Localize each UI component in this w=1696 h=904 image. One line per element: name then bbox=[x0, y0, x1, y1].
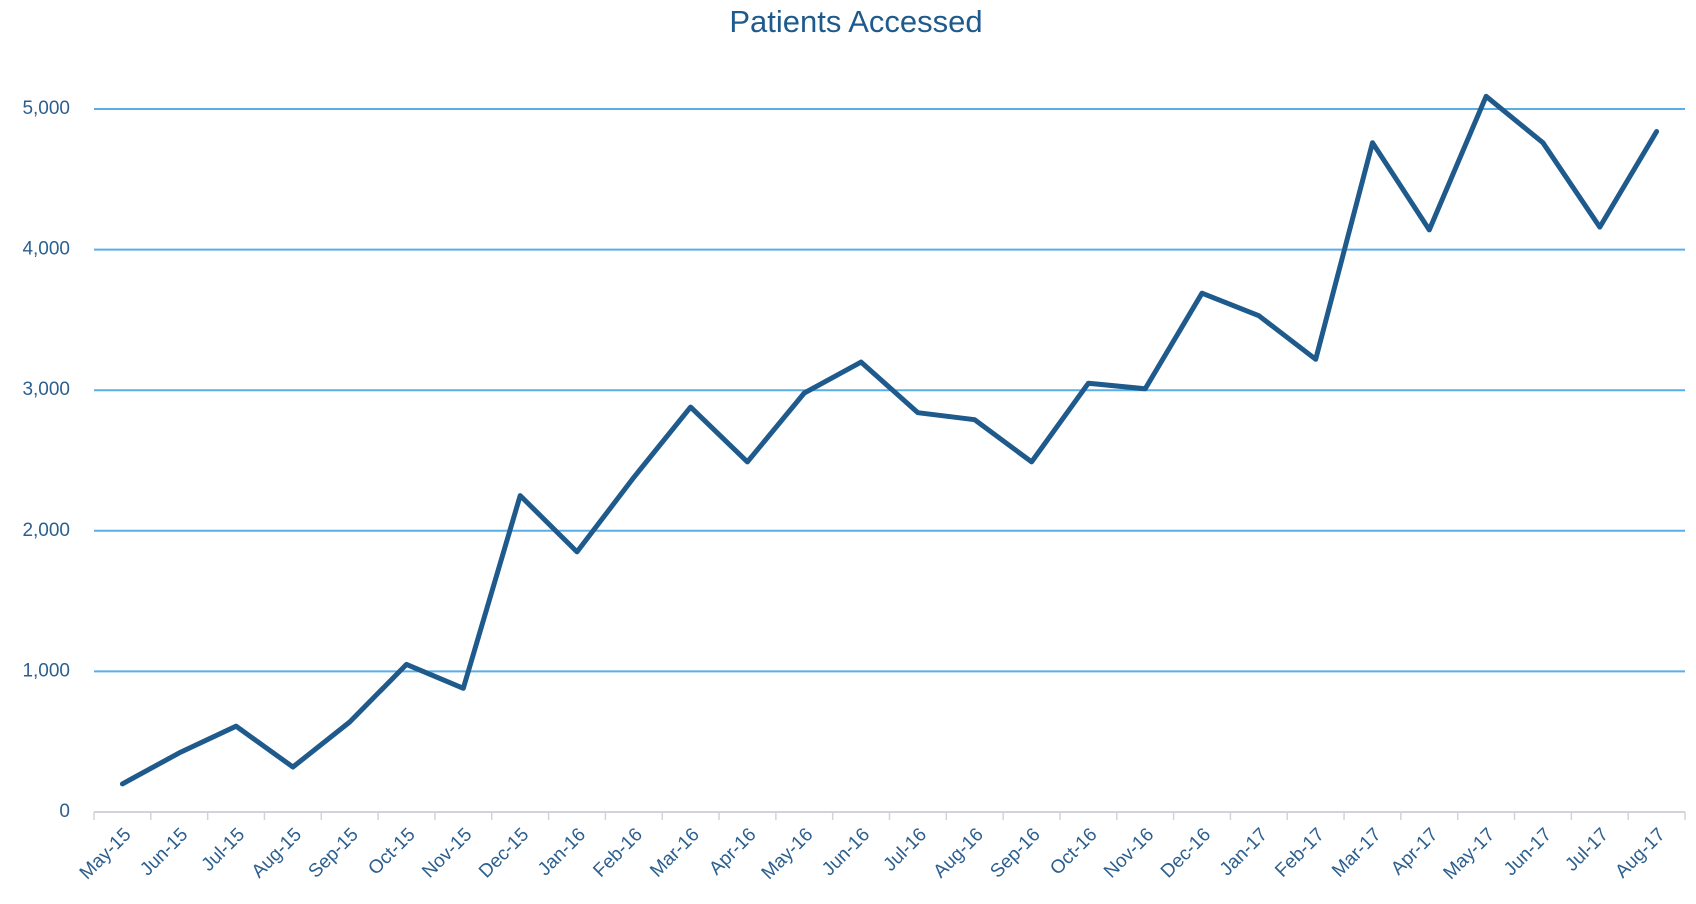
x-tick-label: Jan-16 bbox=[534, 824, 590, 880]
x-tick-label: Feb-16 bbox=[589, 824, 646, 881]
chart-title: Patients Accessed bbox=[729, 4, 982, 39]
x-tick-label: Apr-17 bbox=[1387, 824, 1442, 879]
line-series bbox=[119, 93, 1660, 787]
x-tick-label: Feb-17 bbox=[1271, 824, 1328, 881]
y-tick-label: 2,000 bbox=[22, 520, 70, 541]
y-tick-label: 4,000 bbox=[22, 239, 70, 260]
x-tick-label: Jun-16 bbox=[818, 824, 874, 880]
x-tick-label: Mar-17 bbox=[1328, 824, 1385, 881]
x-tick-label: Aug-16 bbox=[930, 824, 988, 882]
x-tick-label: Jul-17 bbox=[1561, 824, 1612, 875]
x-tick-label: Dec-16 bbox=[1157, 824, 1215, 882]
x-tick-label: May-15 bbox=[76, 824, 136, 884]
x-tick-label: May-16 bbox=[758, 824, 818, 884]
x-tick-label: Jun-15 bbox=[136, 824, 192, 880]
x-tick-label: May-17 bbox=[1440, 824, 1500, 884]
y-tick-label: 0 bbox=[59, 801, 70, 822]
y-tick-label: 3,000 bbox=[22, 379, 70, 400]
x-tick-label: Jan-17 bbox=[1216, 824, 1272, 880]
x-tick-label: Aug-17 bbox=[1611, 824, 1669, 882]
x-tick-label: Sep-15 bbox=[305, 824, 363, 882]
x-tick-label: Apr-16 bbox=[705, 824, 760, 879]
x-tick-label: Aug-15 bbox=[248, 824, 306, 882]
y-tick-label: 5,000 bbox=[22, 98, 70, 119]
y-tick-label: 1,000 bbox=[22, 660, 70, 681]
x-tick-label: Nov-16 bbox=[1100, 824, 1158, 882]
x-tick-label: Oct-16 bbox=[1046, 824, 1101, 879]
x-tick-label: Jul-16 bbox=[880, 824, 931, 875]
x-tick-label: Jun-17 bbox=[1500, 824, 1556, 880]
x-tick-label: Jul-15 bbox=[198, 824, 249, 875]
x-tick-label: Sep-16 bbox=[986, 824, 1044, 882]
x-tick-label: Dec-15 bbox=[475, 824, 533, 882]
x-tick-label: Oct-15 bbox=[364, 824, 419, 879]
x-tick-label: Mar-16 bbox=[646, 824, 703, 881]
x-tick-label: Nov-15 bbox=[418, 824, 476, 882]
